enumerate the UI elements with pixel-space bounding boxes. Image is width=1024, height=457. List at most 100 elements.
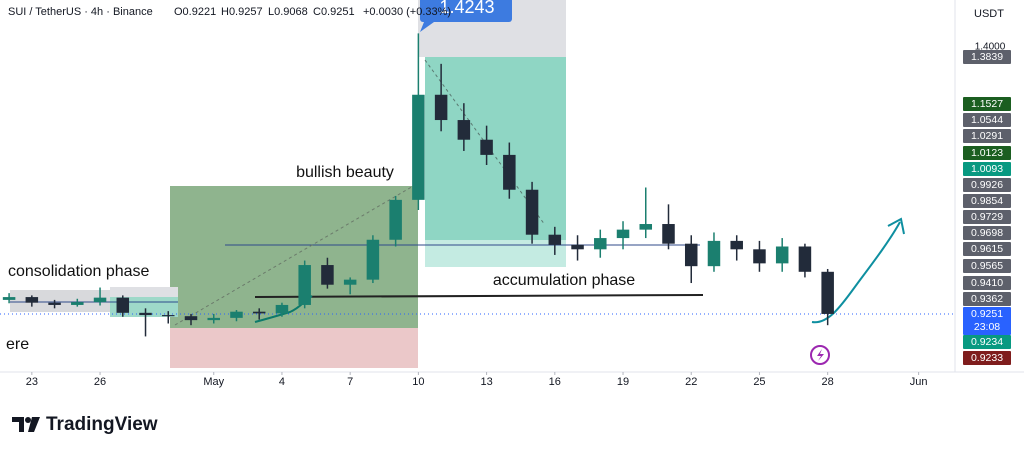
price-tag: 0.9233 xyxy=(971,352,1003,364)
zone-consolidation-top xyxy=(110,287,178,297)
x-tick-label: 16 xyxy=(549,376,561,388)
candle-body xyxy=(503,154,516,190)
logo-mark xyxy=(12,417,24,432)
price-tag: 1.3839 xyxy=(971,51,1003,63)
candle-body xyxy=(162,315,175,317)
candle-body xyxy=(298,265,311,305)
candle-body xyxy=(252,311,266,314)
zone-teal xyxy=(425,57,566,240)
peak-label-pointer xyxy=(420,22,434,32)
ohlc-change: +0.0030 (+0.33%) xyxy=(363,6,451,18)
time-axis: 23 26 May 4 7 10 13 16 19 22 25 28 Jun xyxy=(26,372,927,388)
price-tag-bg xyxy=(963,50,1011,64)
candle-body xyxy=(616,229,630,239)
candle-body xyxy=(662,224,675,244)
candle-body xyxy=(366,239,380,280)
peak-label: 1.4243 xyxy=(439,0,494,17)
annotation: consolidation phase xyxy=(8,263,150,280)
header: SUI / TetherUS · 4h · Binance O0.9221 H0… xyxy=(8,6,451,18)
x-tick-label: May xyxy=(203,376,224,388)
candle-body xyxy=(707,240,721,267)
price-tag-bg xyxy=(963,129,1011,143)
candle-body xyxy=(434,94,448,121)
price-tag: 0.9698 xyxy=(971,227,1003,239)
price-tag: 0.9251 xyxy=(971,308,1003,320)
zone-teal-light xyxy=(425,240,566,267)
price-tag-bg xyxy=(963,307,1011,335)
price-tag-bg xyxy=(963,335,1011,349)
candles xyxy=(2,33,834,337)
currency: USDT xyxy=(974,8,1004,20)
price-tag-bg xyxy=(963,194,1011,208)
x-tick-label: 13 xyxy=(480,376,492,388)
price-tag-bg xyxy=(963,146,1011,160)
ohlc-low: L0.9068 xyxy=(268,6,308,18)
symbol: SUI / TetherUS · 4h · Binance xyxy=(8,6,153,18)
candle-body xyxy=(116,297,130,313)
logo: TradingView xyxy=(12,414,158,435)
price-top: 1.4000 xyxy=(975,42,1006,53)
candle-body xyxy=(821,271,834,314)
price-tag: 0.9362 xyxy=(971,293,1003,305)
price-tag-bg xyxy=(963,351,1011,365)
candle-body xyxy=(230,311,243,318)
candle-body xyxy=(684,243,698,267)
candle-body xyxy=(71,302,84,305)
price-tag-bg xyxy=(963,242,1011,256)
candle-body xyxy=(480,139,493,155)
candle-body xyxy=(184,316,198,321)
price-tag: 0.9234 xyxy=(971,336,1003,348)
zone-consolidation xyxy=(10,290,110,312)
annotation: accumulation phase xyxy=(493,272,635,289)
candle-body xyxy=(753,249,766,264)
ohlc-close: C0.9251 xyxy=(313,6,355,18)
price-tag: 0.9926 xyxy=(971,179,1003,191)
candle-body xyxy=(548,234,562,245)
candle-body xyxy=(25,297,39,303)
price-tag-bg xyxy=(963,226,1011,240)
x-tick-label: 28 xyxy=(822,376,834,388)
price-tag: 1.1527 xyxy=(971,98,1003,110)
price-tag-bg xyxy=(963,162,1011,176)
trend-dashed xyxy=(174,184,416,326)
price-tag: 0.9615 xyxy=(971,243,1003,255)
countdown: 23:08 xyxy=(974,321,1000,333)
x-tick-label: 19 xyxy=(617,376,629,388)
logo-mark xyxy=(25,417,31,423)
brand: TradingView xyxy=(46,414,158,435)
candle-body xyxy=(798,246,812,272)
price-tag: 1.0093 xyxy=(971,163,1003,175)
price-tag: 1.0291 xyxy=(971,130,1003,142)
candle-body xyxy=(594,238,607,250)
candle-body xyxy=(525,189,539,235)
price-tag: 0.9729 xyxy=(971,211,1003,223)
candle-body xyxy=(730,240,743,250)
candle-body xyxy=(48,302,61,305)
ohlc-open: O0.9221 xyxy=(174,6,216,18)
candle-body xyxy=(775,246,789,264)
x-tick-label: 26 xyxy=(94,376,106,388)
price-tag-bg xyxy=(963,97,1011,111)
arrow-head xyxy=(887,217,905,235)
price-tag: 0.9410 xyxy=(971,277,1003,289)
price-tag-bg xyxy=(963,259,1011,273)
price-tag-bg xyxy=(963,113,1011,127)
zone-red xyxy=(170,328,418,368)
candle-body xyxy=(139,312,152,316)
ohlc-high: H0.9257 xyxy=(221,6,263,18)
lightning-bolt xyxy=(817,349,824,361)
annotation: bullish beauty xyxy=(296,164,394,181)
x-tick-label: 7 xyxy=(347,376,353,388)
price-tag: 0.9854 xyxy=(971,195,1003,207)
lightning-icon[interactable] xyxy=(810,345,830,365)
price-tag-bg xyxy=(963,178,1011,192)
logo-mark xyxy=(28,417,40,432)
x-tick-label: 25 xyxy=(753,376,765,388)
price-tag: 1.0544 xyxy=(971,114,1003,126)
candle-body xyxy=(412,94,425,200)
price-tag: 0.9565 xyxy=(971,260,1003,272)
candle-body xyxy=(321,265,334,285)
price-tags: 1.3839 1.1527 1.0544 1.0291 1.0123 1.0093 0.99… xyxy=(963,50,1011,365)
price-tag-bg xyxy=(963,210,1011,224)
